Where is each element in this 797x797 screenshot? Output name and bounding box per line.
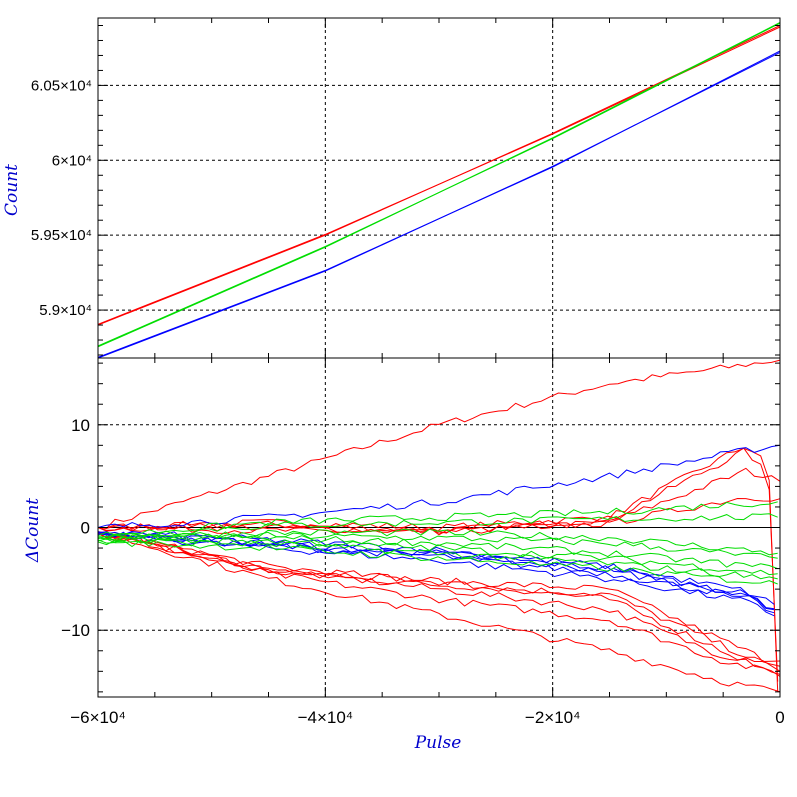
bottom-series-line: [97, 359, 781, 530]
axis-ticks: [97, 18, 781, 697]
bottom-series-line: [97, 531, 781, 677]
tick-labels: −6×10⁴ −4×10⁴ −2×10⁴ 0 5.9×10⁴ 5.95×10⁴ 6×10⁴ 6…: [31, 77, 785, 727]
x-tick-label: −6×10⁴: [70, 708, 126, 727]
bottom-series-line: [97, 539, 778, 585]
x-axis-title: Pulse: [414, 733, 462, 753]
y-axis-title-top: Count: [2, 164, 22, 216]
bottom-series-line: [97, 531, 775, 614]
top-y-tick-label: 6.05×10⁴: [31, 77, 92, 94]
top-series-line: [97, 50, 781, 358]
bottom-series-line: [97, 531, 778, 559]
top-y-tick-label: 5.95×10⁴: [31, 227, 92, 244]
bottom-y-tick-label: −10: [61, 621, 90, 640]
bottom-series-line: [97, 534, 778, 570]
bottom-series-line: [97, 532, 781, 693]
bottom-series-line: [97, 532, 781, 662]
bottom-series-line: [97, 467, 781, 534]
top-panel-grid: [98, 18, 780, 358]
bottom-series-line: [97, 531, 775, 610]
bottom-series-line: [97, 513, 778, 538]
bottom-panel-series: [97, 359, 781, 693]
top-panel-series: [97, 22, 781, 359]
bottom-series-line: [97, 533, 781, 672]
y-axis-title-bottom: ΔCount: [23, 498, 43, 563]
bottom-series-line: [97, 532, 781, 675]
top-series-line: [97, 22, 781, 347]
x-tick-label: −4×10⁴: [298, 708, 354, 727]
top-y-tick-label: 5.9×10⁴: [39, 302, 92, 319]
bottom-y-tick-label: 10: [71, 416, 90, 435]
x-tick-label: 0: [775, 708, 784, 727]
x-tick-label: −2×10⁴: [525, 708, 581, 727]
bottom-series-line: [97, 538, 778, 580]
bottom-y-tick-label: 0: [81, 519, 90, 538]
bottom-series-line: [97, 501, 778, 537]
top-y-tick-label: 6×10⁴: [52, 152, 92, 169]
